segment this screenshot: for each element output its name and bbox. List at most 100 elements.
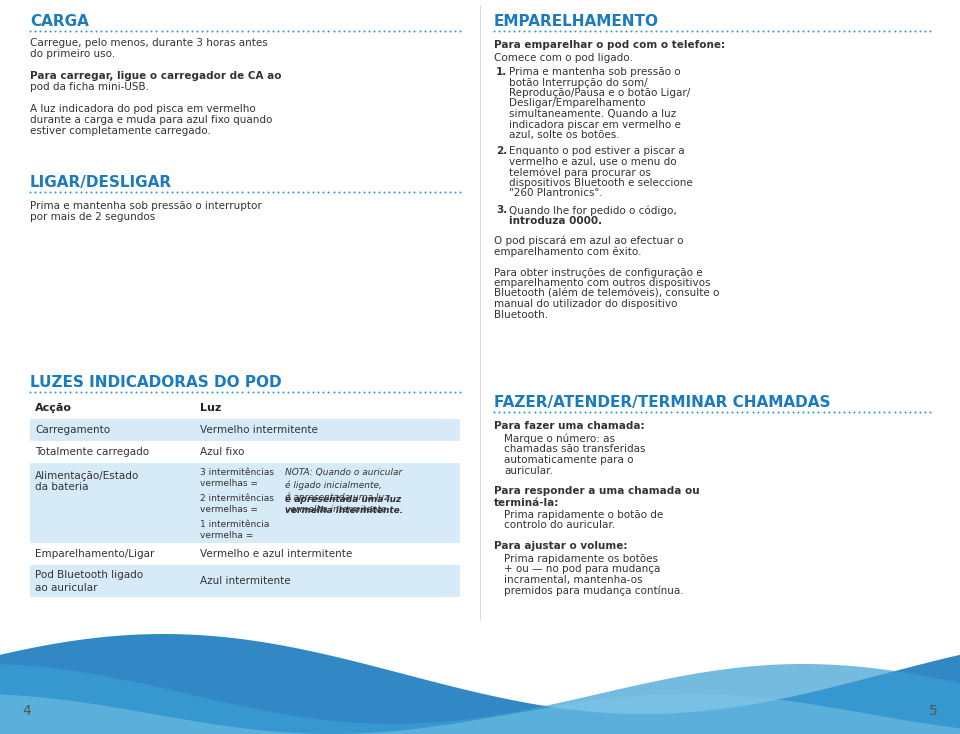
Point [204, 186, 220, 198]
Point [133, 186, 149, 198]
Point [189, 386, 204, 398]
Point [113, 386, 129, 398]
Point [331, 386, 347, 398]
Text: dispositivos Bluetooth e seleccione: dispositivos Bluetooth e seleccione [509, 178, 693, 188]
Point [164, 386, 180, 398]
Point [558, 406, 573, 418]
Point [730, 406, 745, 418]
Point [28, 386, 43, 398]
Point [882, 406, 898, 418]
Point [755, 25, 770, 37]
Point [725, 25, 740, 37]
Point [401, 186, 417, 198]
Point [674, 25, 689, 37]
Point [552, 406, 567, 418]
Point [108, 386, 124, 398]
Point [381, 386, 396, 398]
Point [235, 186, 251, 198]
Point [200, 186, 215, 198]
Point [270, 186, 285, 198]
Point [270, 25, 285, 37]
Text: 1 intermitência
vermelha =: 1 intermitência vermelha = [200, 520, 270, 540]
Point [194, 386, 209, 398]
Point [892, 25, 907, 37]
Point [83, 25, 98, 37]
Text: Reprodução/Pausa e o botão Ligar/: Reprodução/Pausa e o botão Ligar/ [509, 88, 690, 98]
Point [265, 25, 280, 37]
Point [522, 25, 538, 37]
Text: vermelho e azul, use o menu do: vermelho e azul, use o menu do [509, 157, 677, 167]
Point [826, 25, 841, 37]
Text: Marque o número: as: Marque o número: as [504, 434, 615, 445]
Point [776, 25, 791, 37]
Point [341, 25, 356, 37]
Point [351, 386, 367, 398]
Point [496, 406, 512, 418]
Point [401, 25, 417, 37]
Point [907, 25, 923, 37]
Point [138, 386, 154, 398]
Point [144, 186, 159, 198]
Point [347, 186, 362, 198]
Point [180, 186, 195, 198]
Point [387, 25, 402, 37]
Point [407, 186, 422, 198]
Point [684, 25, 700, 37]
Point [260, 25, 276, 37]
Point [912, 406, 927, 418]
Point [194, 186, 209, 198]
Point [643, 406, 659, 418]
Point [276, 25, 291, 37]
Point [603, 406, 618, 418]
Point [613, 406, 629, 418]
Point [73, 186, 88, 198]
Point [376, 25, 392, 37]
Point [159, 386, 175, 398]
Point [159, 25, 175, 37]
Point [154, 186, 169, 198]
Point [856, 25, 872, 37]
Point [861, 406, 876, 418]
FancyBboxPatch shape [30, 463, 460, 543]
Point [443, 386, 458, 398]
Text: Prima e mantenha sob pressão o: Prima e mantenha sob pressão o [509, 67, 681, 77]
Point [750, 406, 765, 418]
Point [638, 25, 654, 37]
Text: 3 intermitências
vermelhas =: 3 intermitências vermelhas = [200, 468, 274, 488]
Point [93, 25, 108, 37]
Point [432, 25, 447, 37]
Point [592, 25, 608, 37]
Point [923, 25, 938, 37]
Point [427, 25, 443, 37]
Text: introduza 0000.: introduza 0000. [509, 216, 602, 225]
Point [447, 186, 463, 198]
Point [88, 25, 104, 37]
Point [204, 25, 220, 37]
Point [831, 406, 847, 418]
Point [367, 386, 382, 398]
Point [745, 25, 760, 37]
Point [68, 186, 84, 198]
Point [129, 186, 144, 198]
Text: do primeiro uso.: do primeiro uso. [30, 49, 115, 59]
Point [245, 186, 260, 198]
Text: controlo do auricular.: controlo do auricular. [504, 520, 615, 531]
Point [265, 386, 280, 398]
Point [93, 386, 108, 398]
Point [407, 386, 422, 398]
Text: pod da ficha mini-USB.: pod da ficha mini-USB. [30, 82, 149, 92]
Point [88, 186, 104, 198]
Text: chamadas são transferidas: chamadas são transferidas [504, 445, 645, 454]
Point [714, 406, 730, 418]
Point [492, 25, 507, 37]
Point [361, 386, 376, 398]
Point [492, 406, 507, 418]
Point [311, 25, 326, 37]
Point [291, 386, 306, 398]
Point [760, 406, 776, 418]
Text: indicadora piscar em vermelho e: indicadora piscar em vermelho e [509, 120, 681, 129]
Text: botão Interrupção do som/: botão Interrupção do som/ [509, 78, 648, 87]
Text: Carregamento: Carregamento [35, 425, 110, 435]
Point [124, 386, 139, 398]
Point [811, 25, 827, 37]
